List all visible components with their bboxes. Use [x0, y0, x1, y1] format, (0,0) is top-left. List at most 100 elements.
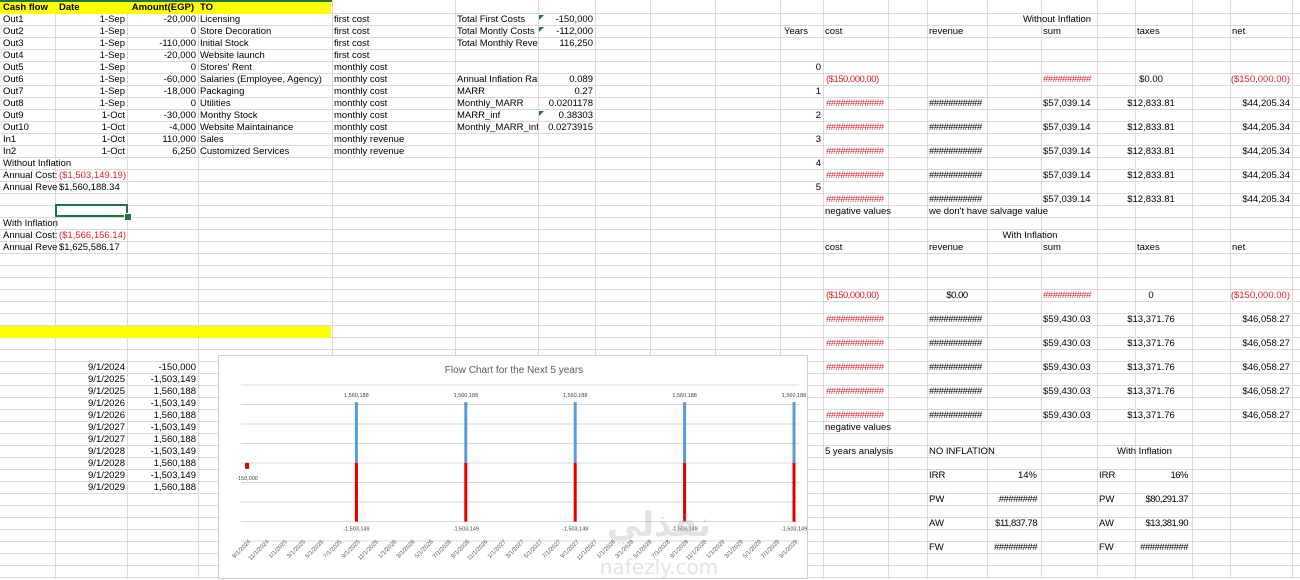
list-date[interactable]: 9/1/2027 — [88, 434, 125, 445]
list-amount[interactable]: 1,560,188 — [153, 434, 196, 445]
net-value[interactable]: $44,205.34 — [1242, 98, 1290, 109]
pw-label[interactable]: PW — [1099, 494, 1115, 505]
header-cost[interactable]: cost — [825, 242, 843, 253]
cashflow-description[interactable]: Sales — [200, 134, 224, 145]
cashflow-id[interactable]: Out7 — [3, 86, 24, 97]
cashflow-amount[interactable]: 6,250 — [172, 146, 196, 157]
year-number[interactable]: 1 — [815, 86, 821, 97]
cashflow-description[interactable]: Store Decoration — [200, 26, 272, 37]
fw-label[interactable]: FW — [1099, 542, 1114, 553]
taxes-value[interactable]: $12,833.81 — [1127, 146, 1175, 157]
cashflow-amount[interactable]: -18,000 — [163, 86, 196, 97]
irr-value[interactable]: 14% — [1017, 470, 1037, 481]
rate-value[interactable]: 0.0201178 — [548, 98, 593, 109]
revenue-value[interactable] — [927, 74, 987, 86]
sum-value[interactable]: $59,430.03 — [1043, 338, 1091, 349]
taxes-value[interactable]: $13,371.76 — [1127, 338, 1175, 349]
net-value[interactable]: $46,058.27 — [1242, 362, 1290, 373]
revenue-value[interactable]: ########### — [929, 410, 982, 421]
cost-value[interactable]: ############ — [826, 170, 884, 181]
year-number[interactable]: 4 — [815, 158, 821, 169]
net-value[interactable]: $46,058.27 — [1242, 314, 1290, 325]
sum-value[interactable]: $57,039.14 — [1043, 98, 1091, 109]
cashflow-date[interactable]: 1-Sep — [99, 74, 125, 85]
fw-value[interactable]: ######### — [993, 542, 1038, 553]
cashflow-type[interactable]: first cost — [334, 14, 370, 25]
cashflow-date[interactable]: 1-Sep — [99, 86, 125, 97]
cashflow-description[interactable]: Utilities — [200, 98, 231, 109]
header-cash-flow[interactable]: Cash flow — [3, 2, 48, 13]
net-value[interactable]: $46,058.27 — [1242, 338, 1290, 349]
cashflow-type[interactable]: monthly revenue — [334, 134, 405, 145]
cashflow-date[interactable]: 1-Sep — [99, 26, 125, 37]
annual-revenue-value[interactable]: $1,625,586.17 — [59, 242, 120, 253]
rate-value[interactable]: 0.27 — [574, 86, 594, 97]
year-number[interactable]: 3 — [815, 134, 821, 145]
cashflow-type[interactable]: monthly cost — [334, 98, 388, 109]
header-cost[interactable]: cost — [825, 26, 843, 37]
cashflow-amount[interactable]: -20,000 — [163, 50, 196, 61]
cashflow-type[interactable]: first cost — [334, 26, 370, 37]
cashflow-type[interactable]: monthly cost — [334, 86, 388, 97]
header-revenue[interactable]: revenue — [929, 242, 964, 253]
revenue-value[interactable]: $0.00 — [946, 290, 968, 301]
cost-value[interactable]: ############ — [826, 146, 884, 157]
header-amount[interactable]: Amount(EGP) — [131, 2, 194, 13]
cashflow-description[interactable]: Stores' Rent — [200, 62, 252, 73]
with-inflation-analysis-title[interactable]: With Inflation — [1117, 446, 1172, 457]
without-inflation-label[interactable]: Without Inflation — [3, 158, 72, 169]
taxes-value[interactable]: $12,833.81 — [1127, 98, 1175, 109]
cost-value[interactable]: ############ — [826, 338, 884, 349]
sum-value[interactable]: $57,039.14 — [1043, 122, 1091, 133]
taxes-value[interactable]: $12,833.81 — [1127, 122, 1175, 133]
taxes-value[interactable]: $13,371.76 — [1127, 314, 1175, 325]
list-amount[interactable]: 1,560,188 — [153, 410, 196, 421]
pw-label[interactable]: PW — [929, 494, 945, 505]
cost-value[interactable]: ############ — [826, 362, 884, 373]
cashflow-id[interactable]: Out2 — [3, 26, 24, 37]
list-date[interactable]: 9/1/2029 — [88, 470, 125, 481]
five-years-analysis-label[interactable]: 5 years analysis — [825, 446, 894, 457]
aw-label[interactable]: AW — [929, 518, 944, 529]
cashflow-amount[interactable]: -20,000 — [163, 14, 196, 25]
net-value[interactable]: $44,205.34 — [1242, 146, 1290, 157]
list-date[interactable]: 9/1/2027 — [88, 422, 125, 433]
cashflow-amount[interactable]: -4,000 — [169, 122, 196, 133]
total-value[interactable]: -112,000 — [556, 26, 593, 37]
cost-value[interactable]: ($150,000.00) — [826, 74, 879, 85]
irr-value[interactable]: 16% — [1170, 470, 1188, 481]
without-inflation-title[interactable]: Without Inflation — [1022, 14, 1092, 25]
cashflow-id[interactable]: In2 — [3, 146, 17, 157]
cashflow-description[interactable]: Monthy Stock — [200, 110, 258, 121]
pw-value[interactable]: $80,291.37 — [1145, 494, 1188, 505]
net-value[interactable]: $46,058.27 — [1242, 410, 1290, 421]
no-inflation-title[interactable]: NO INFLATION — [929, 446, 995, 457]
taxes-value[interactable]: $0.00 — [1139, 74, 1163, 85]
header-sum[interactable]: sum — [1043, 242, 1061, 253]
total-label[interactable]: Total First Costs — [457, 14, 526, 25]
irr-label[interactable]: IRR — [1099, 470, 1116, 481]
header-years[interactable]: Years — [784, 26, 808, 37]
negative-values-note[interactable]: negative values — [825, 206, 892, 217]
year-number[interactable]: 0 — [815, 62, 821, 73]
taxes-value[interactable]: $13,371.76 — [1127, 410, 1175, 421]
annual-cost-value[interactable]: ($1,503,149.19) — [59, 170, 127, 181]
sum-value[interactable]: $57,039.14 — [1043, 146, 1091, 157]
annual-cost-value[interactable]: ($1,566,156.14) — [59, 230, 127, 241]
list-amount[interactable]: -1,503,149 — [150, 470, 196, 481]
cashflow-date[interactable]: 1-Sep — [99, 98, 125, 109]
header-revenue[interactable]: revenue — [929, 26, 964, 37]
sum-value[interactable]: ########## — [1043, 74, 1091, 85]
rate-label[interactable]: Monthly_MARR_inf — [457, 122, 538, 133]
cost-value[interactable]: ############ — [826, 314, 884, 325]
revenue-value[interactable]: ########### — [929, 338, 982, 349]
cashflow-description[interactable]: Licensing — [200, 14, 241, 25]
cashflow-date[interactable]: 1-Oct — [101, 110, 125, 121]
rate-value[interactable]: 0.38303 — [558, 110, 593, 121]
sum-value[interactable]: $59,430.03 — [1043, 410, 1091, 421]
header-net[interactable]: net — [1232, 242, 1246, 253]
with-inflation-title[interactable]: With Inflation — [1002, 230, 1058, 241]
net-value[interactable]: $44,205.34 — [1242, 194, 1290, 205]
cashflow-type[interactable]: first cost — [334, 50, 370, 61]
cashflow-type[interactable]: monthly cost — [334, 110, 388, 121]
